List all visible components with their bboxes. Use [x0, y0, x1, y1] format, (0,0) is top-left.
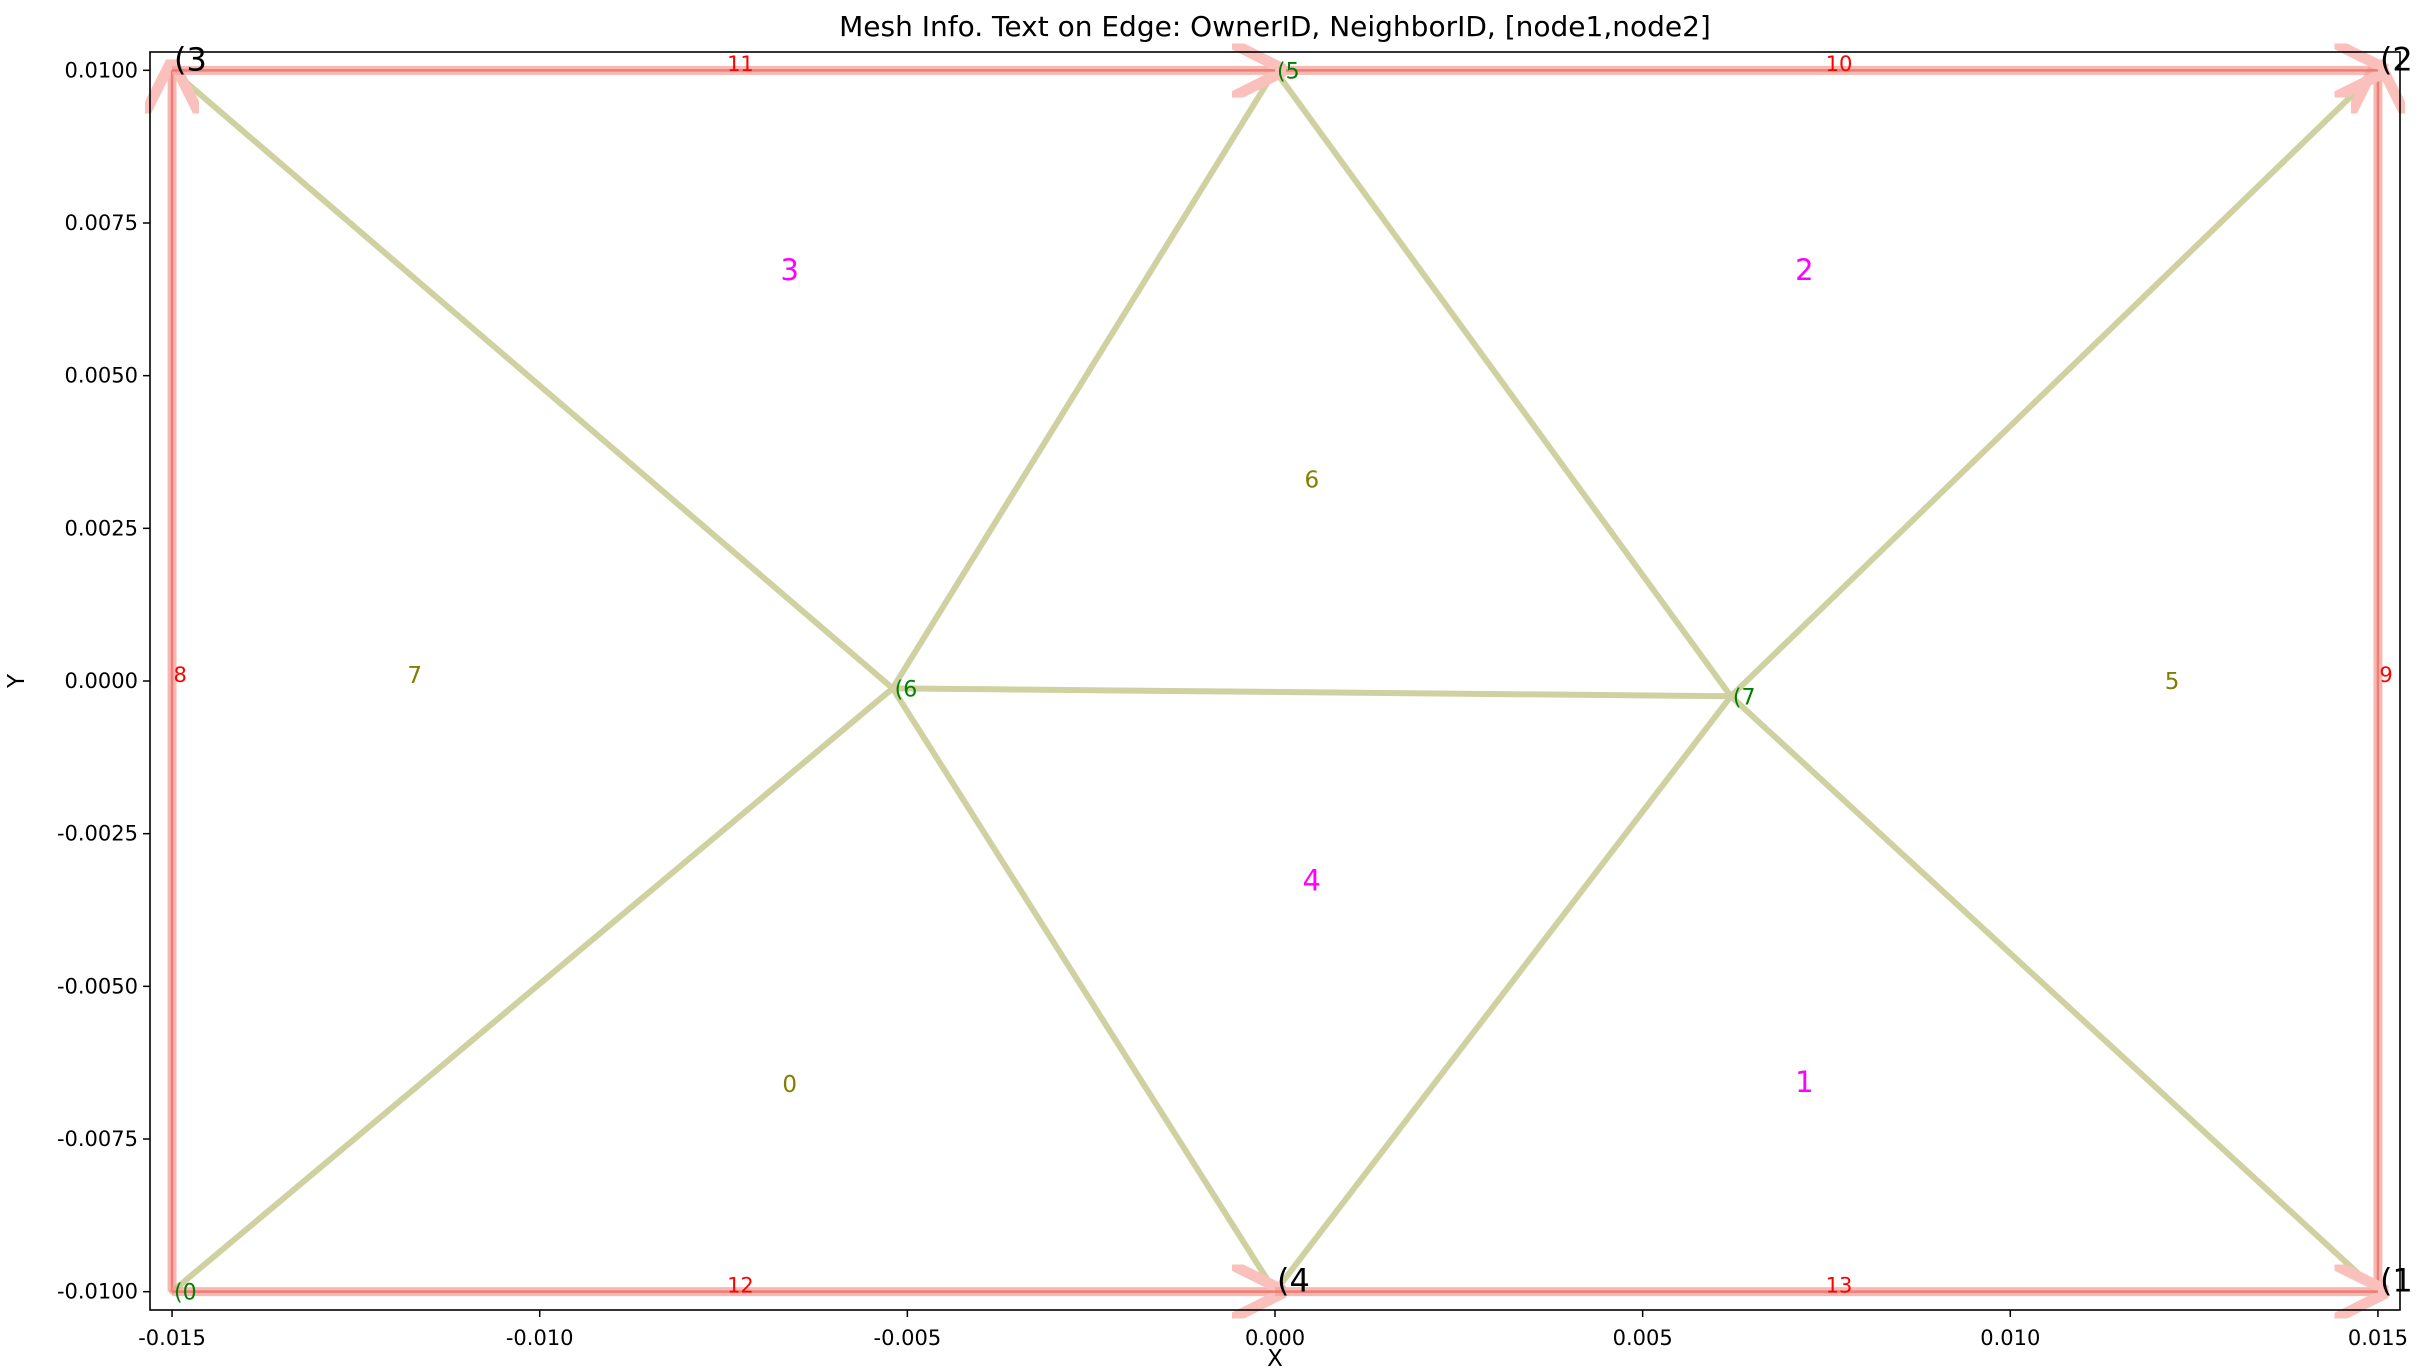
cell-label: 3 [780, 253, 798, 287]
y-tick-label: 0.0000 [65, 669, 138, 693]
cell-label: 5 [2165, 669, 2180, 695]
y-axis-label: Y [4, 673, 30, 689]
mesh-edge [889, 67, 1278, 692]
boundary-edge-label: 13 [1826, 1274, 1853, 1298]
y-tick-label: -0.0075 [57, 1127, 138, 1151]
cell-label: 6 [1304, 467, 1319, 493]
node-label: (3 [174, 40, 207, 78]
boundary-edges [172, 70, 2378, 1291]
node-label: (4 [1277, 1262, 1310, 1300]
y-tick-label: 0.0025 [65, 516, 138, 540]
y-tick-label: -0.0050 [57, 974, 138, 998]
y-tick-label: -0.0025 [57, 822, 138, 846]
boundary-edge-label: 11 [727, 52, 754, 76]
y-axis-ticks: 0.0100 0.0075 0.0050 0.0025 0.0000 -0.0025 -0.… [57, 58, 150, 1304]
x-tick-label: 0.005 [1613, 1326, 1673, 1350]
y-tick-label: 0.0075 [65, 211, 138, 235]
x-axis-ticks: -0.015 -0.010 -0.005 0.000 0.005 0.010 0.015 [138, 1310, 2408, 1350]
cell-label: 1 [1795, 1065, 1813, 1099]
node-label: (5 [1277, 59, 1300, 84]
y-tick-label: -0.0100 [57, 1280, 138, 1304]
interior-edges [169, 67, 2381, 1295]
x-tick-label: 0.015 [2348, 1326, 2408, 1350]
mesh-edge [1727, 67, 2381, 700]
mesh-edge [169, 67, 896, 692]
y-tick-label: 0.0050 [65, 364, 138, 388]
node-label: (7 [1733, 685, 1756, 710]
cell-label: 2 [1795, 253, 1813, 287]
x-axis-label: X [1267, 1346, 1283, 1372]
node-label: (6 [895, 677, 918, 702]
x-tick-label: 0.000 [1245, 1326, 1305, 1350]
cell-label: 0 [782, 1072, 797, 1098]
node-label: (1 [2380, 1262, 2413, 1300]
boundary-edge-label: 8 [173, 663, 186, 687]
node-label: (0 [174, 1281, 197, 1306]
x-tick-label: 0.010 [1980, 1326, 2040, 1350]
mesh-edge [889, 685, 1734, 700]
mesh-edge [1272, 693, 1734, 1295]
node-label: (2 [2380, 40, 2413, 78]
mesh-edge [1727, 693, 2381, 1295]
y-tick-label: 0.0100 [65, 58, 138, 82]
mesh-edge [889, 685, 1278, 1295]
chart-title: Mesh Info. Text on Edge: OwnerID, Neighb… [839, 10, 1711, 43]
x-tick-label: -0.010 [506, 1326, 574, 1350]
cell-label: 7 [407, 663, 422, 689]
mesh-edge [1272, 67, 1734, 700]
boundary-edge-label: 12 [727, 1274, 754, 1298]
x-tick-label: -0.005 [874, 1326, 942, 1350]
cell-label: 4 [1303, 864, 1321, 898]
boundary-edge-label: 9 [2379, 663, 2392, 687]
x-tick-label: -0.015 [138, 1326, 206, 1350]
boundary-edge-label: 10 [1826, 52, 1853, 76]
mesh-edge [169, 685, 896, 1295]
